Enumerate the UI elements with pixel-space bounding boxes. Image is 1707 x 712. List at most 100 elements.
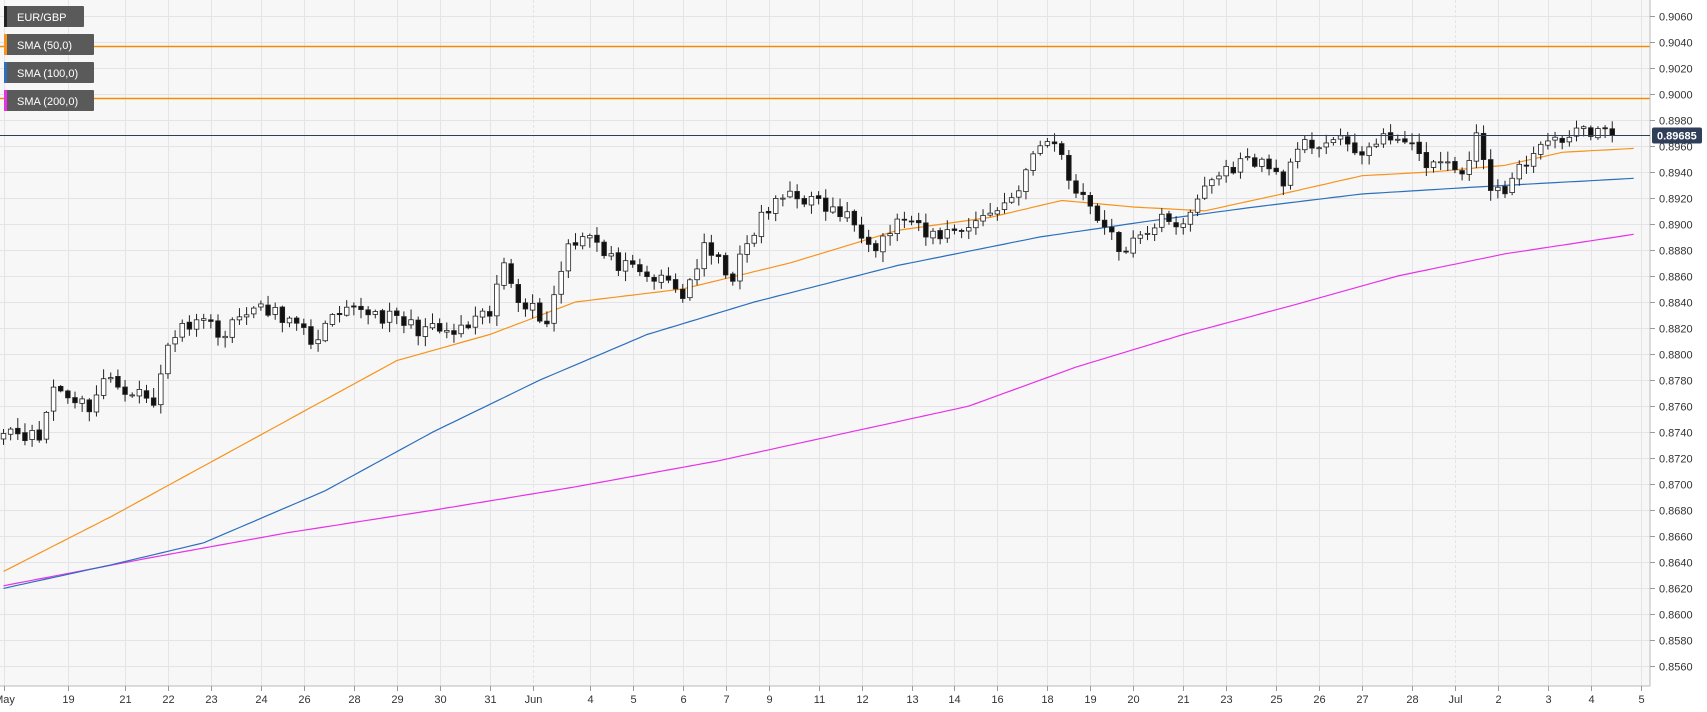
candle-body-up <box>7 428 14 435</box>
candle-body-down <box>637 264 643 273</box>
legend-item[interactable]: SMA (200,0) <box>4 90 94 111</box>
candle-body-down <box>837 206 843 218</box>
candle <box>1216 171 1222 186</box>
legend-item[interactable]: EUR/GBP <box>4 6 84 27</box>
legend-item[interactable]: SMA (50,0) <box>4 34 94 55</box>
candle-body-up <box>1194 198 1201 213</box>
candle <box>801 195 807 208</box>
legend-box[interactable] <box>4 34 94 55</box>
candle <box>429 313 436 330</box>
candle <box>958 228 965 239</box>
candle <box>129 392 135 398</box>
y-tick-label: 0.9060 <box>1659 12 1693 24</box>
candle <box>658 269 664 289</box>
candle <box>172 330 178 353</box>
candle-body-up <box>1030 153 1036 171</box>
y-tick-label: 0.8840 <box>1659 298 1693 310</box>
candle <box>537 298 543 324</box>
candle-body-down <box>801 198 807 205</box>
candle <box>272 302 278 320</box>
candle-body-up <box>272 307 278 315</box>
candle <box>672 273 679 293</box>
y-tick-label: 0.8760 <box>1659 402 1693 414</box>
candle-body-up <box>529 302 536 311</box>
candle-body-down <box>1352 142 1358 154</box>
candle-body-down <box>365 309 371 316</box>
candle <box>751 232 757 247</box>
candle-body-up <box>50 386 57 412</box>
candle <box>479 308 486 325</box>
candle <box>901 211 908 229</box>
candle-body-down <box>1266 158 1272 170</box>
candle <box>773 195 779 222</box>
x-tick-label: 5 <box>630 694 636 706</box>
candle-body-up <box>1159 213 1165 228</box>
candle-body-up <box>236 316 243 321</box>
candle-body-up <box>1187 211 1194 225</box>
x-axis: May19212223242628293031Jun45679111213141… <box>0 685 1650 706</box>
candle <box>308 319 314 350</box>
x-tick-label: 23 <box>1220 694 1232 706</box>
candle <box>265 295 271 318</box>
candle <box>687 277 693 301</box>
candle-body-up <box>479 310 486 318</box>
candle <box>472 306 479 335</box>
candle-body-down <box>1230 166 1236 174</box>
legend-box[interactable] <box>4 62 94 83</box>
legend-box[interactable] <box>4 90 94 111</box>
y-tick-label: 0.8960 <box>1659 142 1693 154</box>
candle-body-down <box>379 310 386 324</box>
plot-area[interactable] <box>0 0 1650 686</box>
candle-body-down <box>708 242 715 256</box>
candle-body-down <box>672 279 679 290</box>
candle <box>315 329 321 352</box>
candle <box>1302 135 1308 154</box>
candle <box>436 318 443 334</box>
y-tick-label: 0.8920 <box>1659 194 1693 206</box>
candle <box>794 184 800 209</box>
candle-body-up <box>1373 143 1379 147</box>
candle-body-down <box>715 254 722 257</box>
candle-body-up <box>501 262 507 286</box>
x-tick-label: 11 <box>814 694 825 706</box>
candle-body-up <box>551 294 557 324</box>
candle <box>458 315 464 338</box>
candle <box>551 285 557 332</box>
candle <box>1352 133 1358 156</box>
candle <box>630 254 636 268</box>
candle-body-up <box>565 243 572 272</box>
candle <box>1030 150 1036 176</box>
candle <box>0 429 7 445</box>
candle <box>243 307 250 325</box>
candle <box>329 313 336 327</box>
x-tick-label: May <box>0 694 15 706</box>
candle <box>158 364 164 414</box>
candle-body-up <box>994 210 1001 215</box>
candle-body-up <box>758 211 765 237</box>
candle-body-up <box>444 330 450 333</box>
candle-body-up <box>100 378 107 396</box>
candle-body-up <box>622 260 629 272</box>
candle-body-down <box>1273 167 1279 173</box>
candle-body-down <box>1416 141 1422 155</box>
candle <box>1187 209 1194 232</box>
candle <box>1588 125 1594 141</box>
candle-body-up <box>1516 163 1522 180</box>
candle-body-up <box>165 344 171 375</box>
candle <box>15 418 21 440</box>
candle <box>7 427 14 441</box>
legend: EUR/GBP SMA (50,0) SMA (100,0) SMA (200,0) <box>4 6 94 111</box>
candle <box>1159 208 1165 233</box>
candle-body-down <box>1459 170 1465 175</box>
candle <box>1087 192 1093 215</box>
candle-body-down <box>465 324 471 329</box>
candle-body-up <box>43 411 50 440</box>
legend-box[interactable] <box>4 6 84 27</box>
candle-body-down <box>522 302 529 310</box>
candle <box>758 204 765 244</box>
candle-body-up <box>172 337 178 345</box>
legend-item[interactable]: SMA (100,0) <box>4 62 94 83</box>
candle <box>908 215 915 226</box>
